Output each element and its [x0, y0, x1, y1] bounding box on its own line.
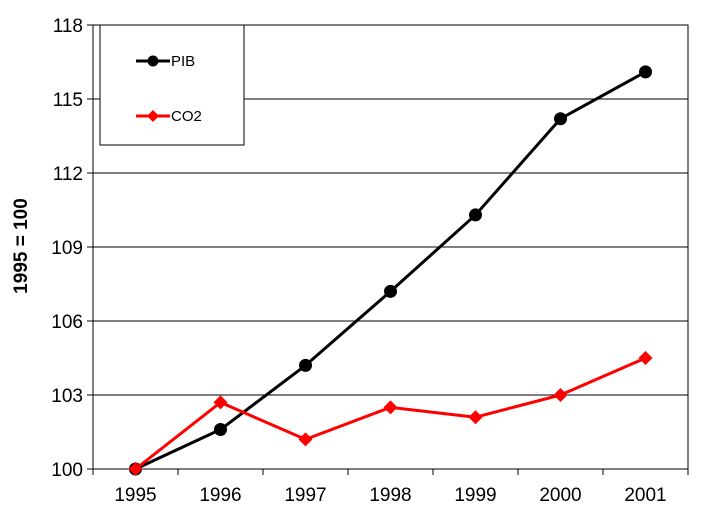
y-tick-label: 106	[51, 312, 83, 333]
y-tick-label: 103	[51, 386, 83, 407]
legend-marker	[147, 110, 159, 122]
data-point	[554, 112, 567, 126]
x-tick-label: 1995	[114, 485, 156, 506]
legend-box	[99, 24, 245, 146]
data-point	[469, 208, 482, 222]
y-tick-label: 109	[51, 238, 83, 259]
x-tick-label: 1997	[284, 485, 326, 506]
x-tick-label: 1999	[454, 485, 496, 506]
data-point	[384, 284, 397, 298]
data-point	[553, 388, 568, 402]
legend-marker	[147, 55, 159, 67]
y-axis-title: 1995 = 100	[11, 198, 32, 294]
x-axis: 1995 1996 1997 1998 1999 2000 2001	[92, 469, 689, 506]
legend-label: PIB	[171, 53, 195, 70]
legend: PIB CO2	[99, 24, 245, 146]
data-point	[214, 423, 227, 437]
y-tick-label: 118	[53, 16, 83, 37]
y-tick-label: 100	[51, 460, 83, 481]
x-tick-label: 1998	[369, 485, 411, 506]
data-point	[298, 432, 313, 447]
data-point	[383, 400, 398, 415]
series-co2	[128, 351, 653, 476]
x-tick-label: 2000	[539, 485, 581, 506]
x-tick-label: 2001	[624, 485, 666, 506]
data-point	[639, 65, 652, 79]
y-axis: 100 103 106 109 112 115 118	[51, 16, 93, 481]
data-point	[213, 395, 228, 410]
y-tick-label: 115	[53, 90, 83, 111]
data-point	[299, 358, 312, 372]
data-point	[468, 410, 483, 425]
legend-label: CO2	[171, 108, 202, 125]
series-group	[128, 65, 653, 476]
x-tick-label: 1996	[199, 485, 241, 506]
data-point	[638, 351, 653, 365]
data-point	[128, 462, 143, 476]
y-tick-label: 112	[53, 164, 83, 185]
